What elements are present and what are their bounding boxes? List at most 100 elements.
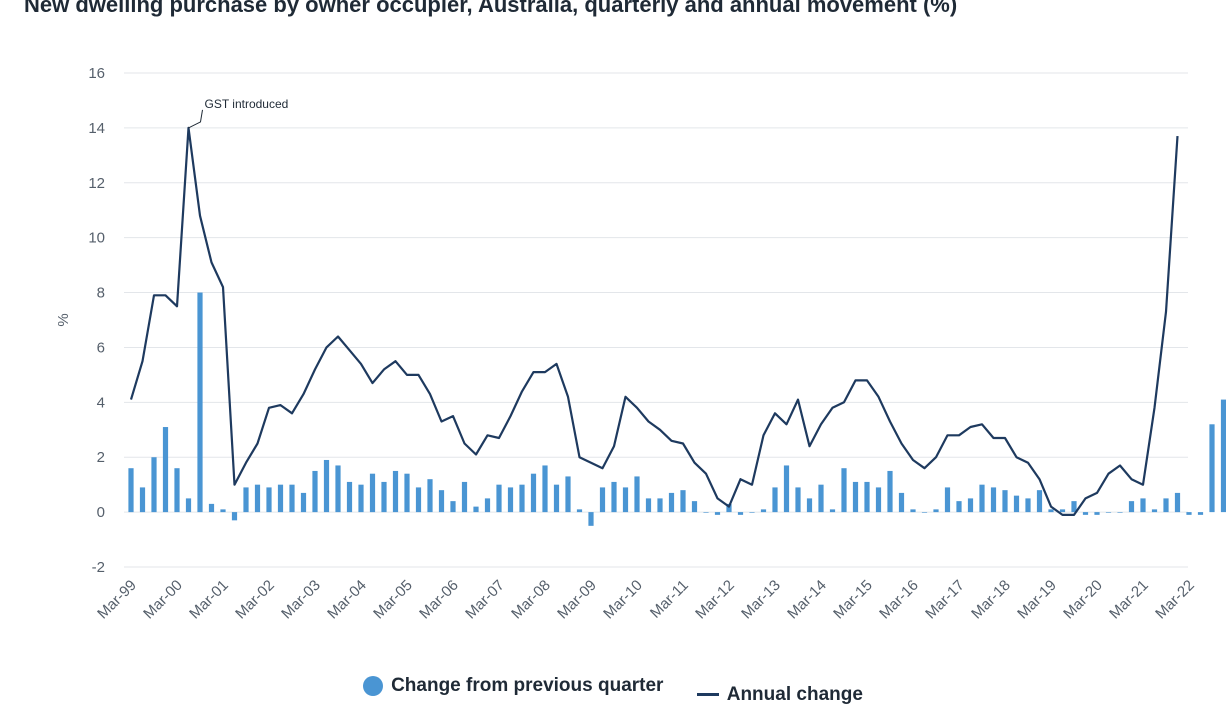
bar bbox=[461, 481, 468, 513]
y-tick-label: 8 bbox=[97, 285, 105, 302]
bar bbox=[289, 484, 295, 513]
bar bbox=[300, 492, 307, 513]
bar bbox=[231, 512, 238, 521]
bar-series bbox=[128, 292, 1226, 526]
bar bbox=[691, 501, 698, 513]
bar bbox=[197, 292, 203, 513]
x-tick-label: Mar-04 bbox=[324, 577, 370, 623]
x-tick-label: Mar-20 bbox=[1060, 577, 1106, 623]
annotation-label: GST introduced bbox=[205, 97, 289, 111]
bar bbox=[553, 484, 560, 513]
y-axis-ticks: -2 0 2 4 6 8 10 12 14 16 bbox=[88, 65, 105, 576]
bar bbox=[427, 479, 433, 513]
bar bbox=[680, 490, 686, 513]
line-series bbox=[129, 126, 1179, 517]
x-tick-label: Mar-17 bbox=[922, 577, 968, 623]
x-tick-label: Mar-15 bbox=[830, 577, 876, 623]
x-tick-label: Mar-12 bbox=[692, 577, 738, 623]
bar bbox=[415, 487, 422, 513]
bar bbox=[404, 473, 410, 513]
bar bbox=[139, 487, 146, 513]
bar bbox=[1209, 424, 1215, 513]
bar bbox=[438, 490, 445, 513]
bar bbox=[611, 481, 617, 513]
bar bbox=[829, 509, 836, 513]
bar bbox=[772, 487, 778, 513]
bar bbox=[933, 509, 939, 513]
x-tick-label: Mar-16 bbox=[876, 577, 922, 623]
x-tick-label: Mar-01 bbox=[186, 577, 232, 623]
bar bbox=[1105, 512, 1112, 513]
y-tick-label: -2 bbox=[92, 559, 105, 576]
x-tick-label: Mar-18 bbox=[968, 577, 1014, 623]
y-axis-label: % bbox=[55, 313, 72, 326]
bar bbox=[473, 506, 479, 513]
bar bbox=[1151, 509, 1158, 513]
y-tick-label: 4 bbox=[97, 394, 105, 411]
bar bbox=[1117, 512, 1123, 513]
y-tick-label: 10 bbox=[88, 230, 105, 247]
bar bbox=[841, 468, 847, 513]
x-tick-label: Mar-11 bbox=[647, 577, 692, 622]
bar bbox=[220, 509, 226, 513]
legend-item-annual: Annual change bbox=[696, 684, 863, 706]
x-tick-label: Mar-09 bbox=[554, 577, 600, 623]
x-tick-label: Mar-19 bbox=[1014, 577, 1060, 623]
x-tick-label: Mar-22 bbox=[1152, 577, 1198, 623]
bar bbox=[346, 481, 353, 513]
bar bbox=[1186, 512, 1192, 515]
bar bbox=[1094, 512, 1100, 515]
bar bbox=[392, 470, 399, 513]
bar bbox=[185, 498, 192, 513]
bar bbox=[599, 487, 606, 513]
bar bbox=[910, 509, 916, 513]
y-tick-label: 14 bbox=[88, 120, 105, 137]
bar bbox=[657, 498, 663, 513]
x-tick-label: Mar-10 bbox=[600, 577, 646, 623]
bar bbox=[335, 465, 341, 513]
bar bbox=[542, 465, 548, 513]
bar bbox=[944, 487, 951, 513]
bar bbox=[277, 484, 284, 513]
bar bbox=[852, 481, 859, 513]
bar bbox=[358, 484, 364, 513]
bar bbox=[737, 512, 744, 515]
bar bbox=[496, 484, 502, 513]
gridlines bbox=[124, 72, 1188, 568]
bar bbox=[645, 498, 652, 513]
bar bbox=[576, 509, 583, 513]
bar bbox=[795, 487, 801, 513]
bar bbox=[1059, 509, 1066, 513]
x-tick-label: Mar-06 bbox=[416, 577, 462, 623]
bar bbox=[1220, 399, 1226, 513]
bar bbox=[634, 476, 640, 513]
bar bbox=[1128, 501, 1135, 513]
bar bbox=[783, 465, 790, 513]
bar bbox=[990, 487, 997, 513]
bar bbox=[128, 468, 134, 513]
bar bbox=[484, 498, 491, 513]
combo-chart: -2 0 2 4 6 8 10 12 14 16 Mar-99 Mar-00 Mar-01 Mar-02… bbox=[55, 65, 1226, 623]
bar bbox=[1002, 490, 1008, 513]
bar bbox=[450, 501, 456, 513]
y-tick-label: 2 bbox=[97, 449, 105, 466]
x-tick-label: Mar-14 bbox=[784, 577, 830, 623]
y-tick-label: 6 bbox=[97, 339, 105, 356]
bar bbox=[243, 487, 249, 513]
x-axis-ticks: Mar-99 Mar-00 Mar-01 Mar-02 Mar-03 Mar-04 Mar-… bbox=[94, 577, 1198, 623]
bar bbox=[1071, 501, 1077, 513]
x-tick-label: Mar-99 bbox=[94, 577, 140, 623]
annotation-leader bbox=[188, 109, 203, 129]
bar bbox=[622, 487, 629, 513]
bar bbox=[956, 501, 962, 513]
bar bbox=[979, 484, 985, 513]
bar bbox=[760, 509, 767, 513]
legend-bar-swatch bbox=[363, 676, 384, 696]
bar bbox=[864, 481, 870, 513]
x-tick-label: Mar-00 bbox=[140, 577, 186, 623]
bar bbox=[1036, 490, 1043, 513]
bar bbox=[381, 481, 387, 513]
bar bbox=[530, 473, 537, 513]
bar bbox=[208, 503, 215, 513]
annotations: GST introduced bbox=[188, 97, 289, 129]
